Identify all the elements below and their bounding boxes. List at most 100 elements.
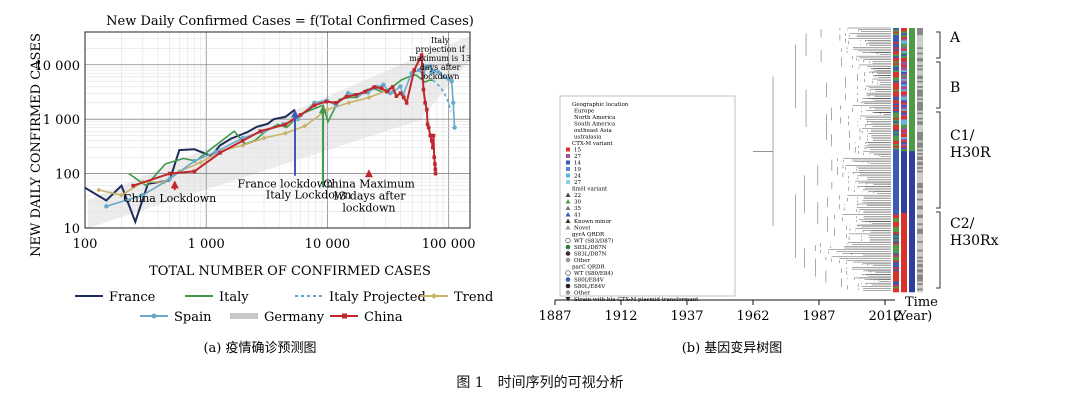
strip-cell <box>917 226 923 229</box>
series-trend-point <box>366 95 372 101</box>
legend-section-title: CTX-M variant <box>572 141 613 147</box>
legend-item-label: 35 <box>574 206 581 212</box>
strip-cell <box>917 286 923 289</box>
strip-cell <box>909 239 915 242</box>
legend-marker <box>565 283 571 289</box>
strip-cell <box>909 177 915 180</box>
series-china-point <box>428 133 433 138</box>
strip-cell <box>893 38 899 41</box>
strip-cell <box>901 147 907 150</box>
strip-cell <box>917 267 923 270</box>
series-spain-point <box>104 204 109 209</box>
strip-cell <box>917 235 923 238</box>
strip-cell <box>901 131 907 134</box>
strip-cell <box>893 108 899 112</box>
legend-item-label: ustralasia <box>574 135 602 141</box>
strip-cell <box>909 117 915 120</box>
strip-cell <box>909 86 915 89</box>
strip-cell <box>893 80 899 83</box>
strip-cell <box>909 147 915 150</box>
strip-cell <box>909 288 915 291</box>
x-tick-label: 10 000 <box>305 237 351 252</box>
legend-marker <box>565 251 571 256</box>
legend-item-label: S80L/E84V <box>574 284 606 290</box>
strip-cell <box>901 77 907 80</box>
strip-cell <box>917 214 923 217</box>
strip-cell <box>917 160 923 163</box>
strip-cell <box>909 61 915 64</box>
strip-cell <box>909 265 915 268</box>
strip-cell <box>917 98 923 101</box>
strip-cell <box>893 79 899 82</box>
strip-cell <box>901 219 907 222</box>
legend-italy: Italy <box>185 290 249 305</box>
strip-cell <box>909 158 915 161</box>
strip-cell <box>917 47 923 50</box>
strip-cell <box>893 242 899 245</box>
legend-marker <box>565 199 571 204</box>
strip-cell <box>917 172 923 175</box>
strip-cell <box>901 182 907 185</box>
strip-cell <box>909 126 915 129</box>
strip-cell <box>909 149 915 152</box>
strip-cell <box>901 52 907 55</box>
strip-cell <box>917 84 923 87</box>
clade-c2h30rx-label: H30Rx <box>950 233 999 249</box>
strip-cell <box>909 235 915 238</box>
legend-item-label: 27 <box>574 154 581 160</box>
strip-cell <box>901 79 907 82</box>
strip-cell <box>901 91 907 94</box>
strip-cell <box>917 149 923 152</box>
strip-cell <box>893 239 899 242</box>
strip-cell <box>901 233 907 236</box>
strip-cell <box>901 216 907 219</box>
strip-cell <box>901 135 907 138</box>
strip-cell <box>909 123 915 126</box>
strip-cell <box>917 80 923 83</box>
strip-cell <box>893 40 899 43</box>
strip-cell <box>917 108 923 112</box>
strip-cell <box>901 96 907 99</box>
strip-cell <box>909 191 915 194</box>
series-spain-point <box>423 65 429 70</box>
strip-cell <box>917 123 923 126</box>
strip-cell <box>893 258 899 261</box>
strip-cell <box>909 135 915 138</box>
strip-cell <box>901 42 907 45</box>
strip-cell <box>917 253 923 256</box>
strip-cell <box>893 105 899 108</box>
strip-cell <box>917 255 923 258</box>
strip-cell <box>917 33 923 36</box>
strip-cell <box>917 277 923 280</box>
series-spain-point <box>449 78 454 84</box>
strip-cell <box>893 256 899 259</box>
strip-cell <box>917 233 923 236</box>
tree-b: 1887 1912 1937 1962 1987 2012 Time(Year) Geogr… <box>540 27 999 356</box>
strip-cell <box>917 140 923 143</box>
strip-cell <box>901 221 907 224</box>
legend-item-label: 41 <box>574 213 581 219</box>
strip-cell <box>901 253 907 256</box>
strip-cell <box>917 121 923 124</box>
strip-cell <box>909 216 915 219</box>
strip-cell <box>901 226 907 229</box>
series-china-point <box>334 100 338 105</box>
strip-cell <box>893 112 899 115</box>
strip-cell <box>893 50 899 53</box>
strip-cell <box>909 184 915 187</box>
strip-cell <box>909 42 915 45</box>
strip-cell <box>893 272 899 275</box>
series-trend-point <box>96 187 102 193</box>
strip-cell <box>917 42 923 45</box>
legend-item-label: S83L/D87N <box>574 252 607 258</box>
annotation-italy-lockdown-arrowhead <box>319 105 328 114</box>
time-axis-tick-label: 1987 <box>802 309 835 324</box>
strip-cell <box>917 158 923 161</box>
strip-cell <box>901 175 907 178</box>
strip-cell <box>893 43 899 46</box>
strip-cell <box>901 202 907 205</box>
time-axis-unit: (Year) <box>893 309 932 324</box>
strip-cell <box>917 184 923 187</box>
strip-cell <box>893 29 899 32</box>
strip-cell <box>909 98 915 101</box>
